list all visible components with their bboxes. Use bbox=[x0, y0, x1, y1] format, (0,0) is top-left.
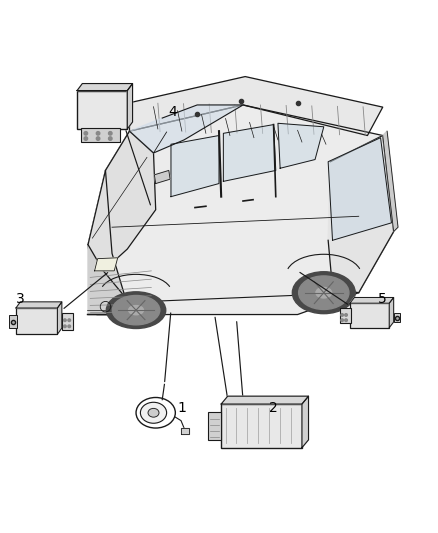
Ellipse shape bbox=[129, 305, 144, 315]
Polygon shape bbox=[278, 123, 324, 168]
Circle shape bbox=[345, 319, 347, 321]
Circle shape bbox=[345, 313, 347, 316]
Polygon shape bbox=[95, 258, 118, 271]
Text: 5: 5 bbox=[378, 292, 387, 306]
Bar bbox=[208, 411, 221, 440]
Text: 3: 3 bbox=[16, 292, 25, 306]
Bar bbox=[181, 429, 189, 434]
Polygon shape bbox=[127, 84, 133, 129]
Circle shape bbox=[68, 325, 71, 328]
Polygon shape bbox=[223, 125, 276, 181]
Circle shape bbox=[84, 137, 88, 140]
Polygon shape bbox=[77, 84, 133, 91]
Polygon shape bbox=[389, 297, 394, 328]
Polygon shape bbox=[383, 131, 398, 231]
Ellipse shape bbox=[141, 402, 166, 423]
Circle shape bbox=[96, 132, 100, 135]
Text: 4: 4 bbox=[169, 104, 177, 118]
Circle shape bbox=[96, 137, 100, 140]
Polygon shape bbox=[171, 135, 219, 197]
Bar bbox=[81, 128, 120, 142]
Polygon shape bbox=[221, 396, 308, 404]
Circle shape bbox=[341, 313, 343, 316]
Circle shape bbox=[68, 319, 71, 321]
Polygon shape bbox=[57, 302, 62, 334]
Circle shape bbox=[109, 132, 112, 135]
Polygon shape bbox=[350, 297, 394, 303]
Polygon shape bbox=[88, 171, 153, 314]
Ellipse shape bbox=[316, 287, 332, 298]
Polygon shape bbox=[328, 135, 394, 293]
Bar bbox=[394, 313, 400, 322]
Bar bbox=[16, 308, 57, 334]
Bar bbox=[62, 313, 73, 330]
Bar bbox=[10, 316, 17, 328]
Polygon shape bbox=[88, 131, 155, 271]
Polygon shape bbox=[130, 105, 243, 153]
Polygon shape bbox=[88, 105, 394, 314]
Ellipse shape bbox=[299, 276, 349, 310]
Text: 2: 2 bbox=[269, 401, 278, 415]
Bar bbox=[77, 91, 127, 129]
Polygon shape bbox=[130, 77, 383, 135]
Bar bbox=[221, 404, 302, 448]
Circle shape bbox=[64, 325, 66, 328]
Circle shape bbox=[84, 132, 88, 135]
Ellipse shape bbox=[148, 408, 159, 417]
Circle shape bbox=[341, 319, 343, 321]
Text: 1: 1 bbox=[177, 401, 186, 415]
Polygon shape bbox=[328, 138, 392, 240]
Bar bbox=[339, 309, 351, 323]
Ellipse shape bbox=[106, 292, 166, 328]
Polygon shape bbox=[302, 396, 308, 448]
Polygon shape bbox=[154, 171, 170, 183]
Bar bbox=[350, 303, 389, 328]
Ellipse shape bbox=[292, 272, 355, 313]
Polygon shape bbox=[16, 302, 62, 308]
Circle shape bbox=[109, 137, 112, 140]
Polygon shape bbox=[88, 245, 153, 314]
Ellipse shape bbox=[112, 295, 160, 325]
Circle shape bbox=[64, 319, 66, 321]
